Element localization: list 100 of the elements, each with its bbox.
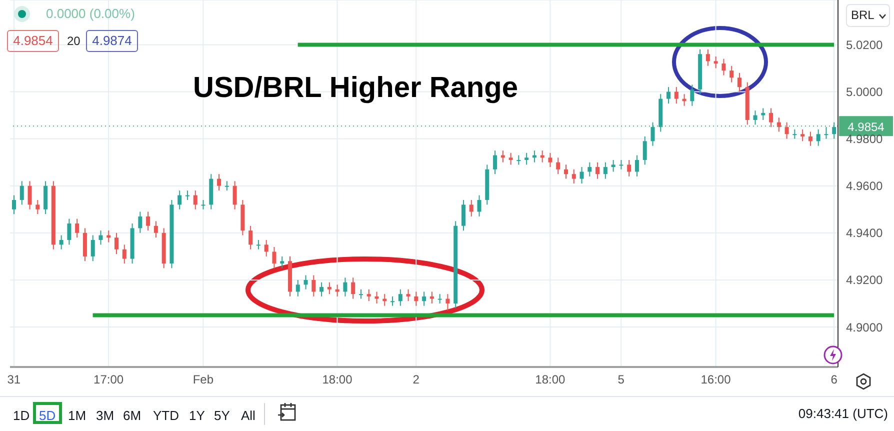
candlestick [690, 84, 694, 106]
candlestick [461, 199, 466, 232]
text: All [240, 407, 256, 424]
candlestick [351, 277, 356, 300]
y-tick-label: 4.9400 [846, 226, 884, 240]
text: 1Y [188, 407, 206, 424]
candlestick [185, 190, 190, 200]
x-tick-label: 31 [7, 372, 21, 387]
annotation: 20 [67, 33, 80, 50]
candlestick [438, 294, 442, 304]
candlestick [824, 126, 828, 140]
candlestick [611, 159, 616, 172]
candlestick [792, 128, 797, 140]
candlestick [358, 288, 363, 300]
candlestick [430, 291, 434, 304]
y-tick-label: 5.0200 [846, 38, 884, 52]
candlestick [706, 48, 710, 66]
candlestick [753, 110, 758, 126]
candlestick [596, 162, 600, 180]
candlestick [508, 152, 513, 166]
candlestick [327, 282, 332, 295]
annotation: 0.0000 (0.00%) [46, 6, 135, 21]
candlestick [296, 279, 300, 297]
candlestick [201, 199, 206, 210]
candlestick [524, 152, 529, 166]
candlestick [674, 86, 678, 104]
candlestick [20, 180, 24, 206]
candlestick [580, 166, 584, 184]
text: 1D [12, 407, 31, 424]
candlestick [619, 159, 624, 170]
text: 09:43:41 (UTC) [798, 405, 888, 423]
candlestick [374, 291, 379, 304]
candlestick [564, 164, 568, 180]
text: USD/BRL Higher Range [193, 72, 518, 105]
candlestick [808, 131, 812, 146]
candlestick [556, 157, 560, 175]
candlestick [256, 239, 260, 250]
candlestick [12, 194, 16, 215]
ref-line-label: 4.9854 [848, 120, 885, 134]
candlestick [776, 117, 781, 132]
candlestick [642, 136, 647, 166]
candlestick [217, 174, 222, 192]
candlestick [224, 180, 229, 192]
y-tick-label: 4.9000 [846, 320, 884, 334]
candlestick [446, 294, 450, 312]
candlestick [320, 282, 324, 297]
candlestick [122, 244, 126, 264]
text: 5D [33, 402, 62, 424]
x-tick-label: 18:00 [535, 372, 566, 387]
candlestick [193, 190, 198, 210]
candlestick [82, 228, 87, 262]
y-tick-label: 4.9200 [846, 273, 884, 288]
candlestick [832, 122, 836, 140]
candlestick [406, 288, 410, 302]
candlestick [572, 168, 576, 184]
candlestick [398, 288, 402, 306]
candlestick [493, 150, 498, 175]
candlestick [75, 218, 80, 238]
candlestick [516, 154, 521, 166]
candlestick [730, 65, 734, 83]
candlestick [36, 199, 40, 215]
x-tick-label: 6 [830, 372, 838, 387]
candlestick [114, 232, 119, 255]
candlestick [304, 274, 308, 290]
candlestick [477, 194, 482, 217]
candlestick [343, 277, 348, 297]
candlestick [264, 239, 268, 257]
x-tick-label: 16:00 [700, 372, 732, 387]
candlestick [769, 108, 774, 128]
candlestick [44, 180, 48, 215]
candlestick [722, 58, 726, 76]
candlestick [98, 230, 103, 246]
candlestick [390, 296, 395, 306]
candlestick [138, 211, 142, 234]
candlestick [627, 159, 632, 177]
candlestick [366, 288, 371, 302]
text: 5Y [213, 407, 231, 424]
candlestick [761, 108, 766, 120]
candlestick [634, 154, 639, 177]
candlestick [312, 274, 316, 297]
x-tick-label: 5 [618, 372, 625, 387]
text: YTD [152, 407, 180, 424]
text: 1M [67, 407, 88, 424]
candlestick [90, 234, 95, 262]
candlestick [248, 225, 253, 250]
candlestick [28, 180, 32, 210]
candlestick [422, 291, 426, 306]
candlestick [603, 162, 608, 180]
candlestick [548, 152, 552, 168]
candlestick [272, 246, 276, 269]
candlestick [178, 190, 182, 210]
y-tick-label: 4.9600 [846, 179, 884, 194]
annotation: 4.9854 [7, 30, 59, 52]
text: BRL [851, 8, 874, 22]
y-tick-label: 4.9800 [846, 132, 884, 146]
y-tick-label: 5.0000 [846, 85, 884, 100]
candlestick [414, 291, 418, 306]
text: 6M [122, 407, 142, 424]
text: 3M [95, 407, 116, 424]
candlestick [588, 162, 592, 177]
